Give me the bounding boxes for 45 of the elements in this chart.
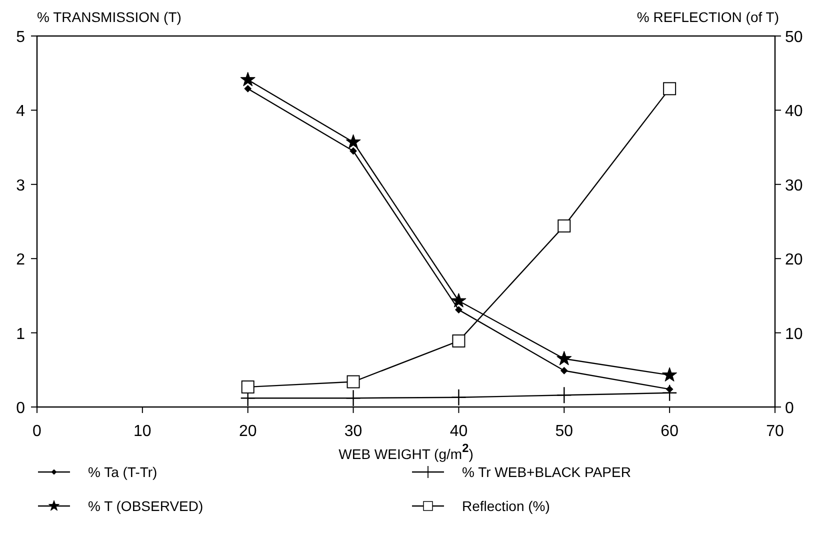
x-tick-label: 20 <box>238 423 257 440</box>
x-tick-label: 70 <box>766 423 784 440</box>
point <box>452 334 466 348</box>
y-tick-label: 5 <box>16 29 26 46</box>
x-tick-label: 50 <box>555 423 574 440</box>
legend-label: Reflection (%) <box>462 498 550 514</box>
y2-tick-label: 30 <box>785 177 803 194</box>
x-tick-label: 60 <box>660 423 679 440</box>
y2-tick-label: 20 <box>785 252 803 269</box>
point <box>556 386 572 404</box>
point <box>451 293 466 308</box>
y-tick-label: 3 <box>16 177 26 194</box>
point <box>663 82 676 96</box>
point <box>241 380 254 394</box>
y2-tick-label: 0 <box>785 400 794 417</box>
point <box>346 134 361 148</box>
y2-axis-title: % REFLECTION (of T) <box>636 9 779 25</box>
x-tick-label: 0 <box>32 423 42 440</box>
x-tick-label: 40 <box>450 423 468 440</box>
point <box>556 350 572 366</box>
y-tick-label: 4 <box>16 103 26 120</box>
y2-tick-label: 10 <box>785 326 803 343</box>
point <box>662 367 678 382</box>
point <box>451 388 466 406</box>
point <box>558 219 571 232</box>
y2-tick-label: 50 <box>785 29 803 46</box>
point <box>350 148 357 155</box>
y-tick-label: 0 <box>16 400 26 417</box>
x-tick-label: 30 <box>344 423 362 440</box>
x-axis-title: WEB WEIGHT (g/m$^{2}$) <box>338 441 474 462</box>
legend-label: % T (OBSERVED) <box>88 498 204 514</box>
point <box>662 384 678 402</box>
point <box>560 367 568 374</box>
point <box>455 306 462 314</box>
x-tick-label: 10 <box>134 423 152 440</box>
y-tick-label: 1 <box>16 326 26 343</box>
point <box>244 85 252 92</box>
point <box>346 375 360 388</box>
legend-label: % Tr WEB+BLACK PAPER <box>462 464 631 480</box>
point <box>346 389 361 407</box>
y-axis-title: % TRANSMISSION (T) <box>37 9 182 25</box>
legend-label: % Ta (T-Tr) <box>88 464 158 480</box>
point <box>240 72 256 86</box>
y2-tick-label: 40 <box>785 103 803 120</box>
y-tick-label: 2 <box>16 252 26 269</box>
